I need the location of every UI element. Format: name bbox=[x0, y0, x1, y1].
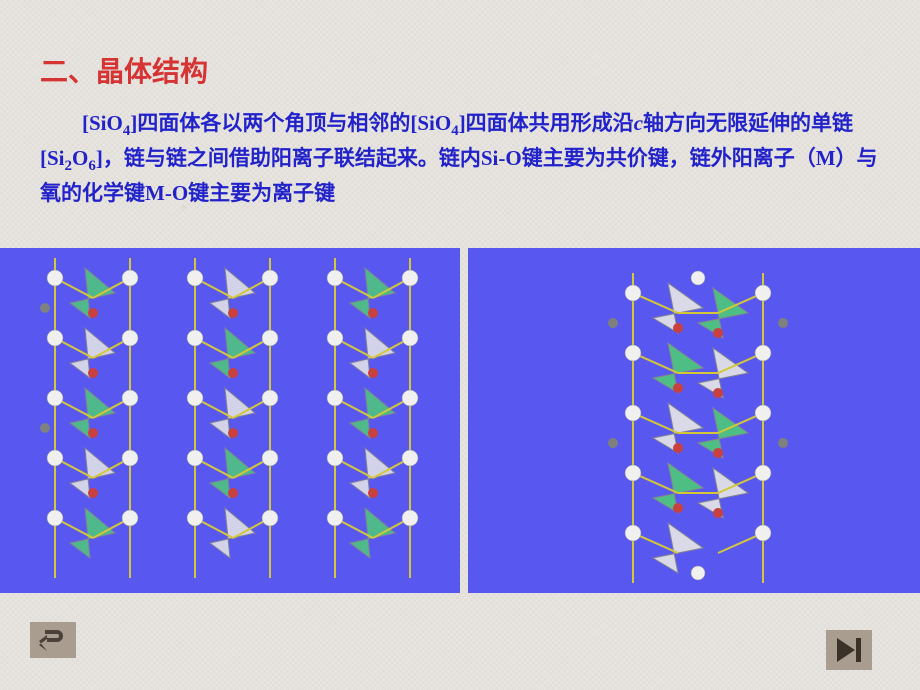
next-icon bbox=[833, 634, 865, 666]
text-run: ]四面体共用形成沿 bbox=[459, 111, 634, 135]
body-paragraph: [SiO4]四面体各以两个角顶与相邻的[SiO4]四面体共用形成沿c轴方向无限延… bbox=[0, 90, 920, 208]
next-button[interactable] bbox=[826, 630, 872, 670]
text-run: [SiO bbox=[82, 111, 123, 135]
back-button[interactable] bbox=[30, 622, 76, 658]
subscript: 2 bbox=[65, 158, 73, 174]
subscript: 6 bbox=[88, 158, 96, 174]
crystal-image-right bbox=[468, 248, 920, 593]
crystal-structure-left bbox=[0, 248, 460, 593]
text-run: ]四面体各以两个角顶与相邻的[SiO bbox=[130, 111, 451, 135]
crystal-image-left bbox=[0, 248, 460, 593]
italic-run: c bbox=[634, 111, 643, 135]
crystal-structure-right bbox=[468, 248, 920, 593]
section-heading: 二、晶体结构 bbox=[0, 0, 920, 90]
image-row bbox=[0, 248, 920, 593]
text-run: ]，链与链之间借助阳离子联结起来。链内Si-O键主要为共价键，链外阳离子（M）与… bbox=[40, 146, 878, 205]
u-turn-icon bbox=[35, 626, 71, 654]
text-run: O bbox=[72, 146, 88, 170]
subscript: 4 bbox=[451, 123, 459, 139]
